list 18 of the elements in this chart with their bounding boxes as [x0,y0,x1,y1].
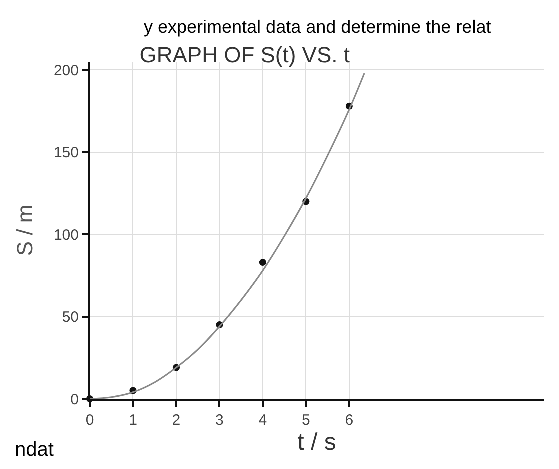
x-tick-label: 5 [302,412,310,429]
x-axis-title: t / s [298,429,336,456]
x-tick-label: 0 [86,412,94,429]
y-tick-label: 150 [54,144,79,162]
point [259,259,266,266]
x-tick-label: 1 [129,412,138,429]
chart-title: GRAPH OF S(t) VS. t [140,42,350,68]
x-tick-label: 3 [216,412,224,429]
y-tick-label: 50 [62,309,79,326]
y-axis-title: S / m [12,204,38,256]
text: ndat [15,439,54,461]
text: y experimental data and determine the relat [144,17,492,37]
x-tick-label: 4 [258,412,268,429]
y-tick-label: 100 [54,226,79,244]
x-tick-label: 6 [345,412,354,429]
y-tick-label: 0 [70,391,79,408]
y-tick-label: 200 [54,62,79,80]
x-tick-label: 2 [172,412,181,429]
